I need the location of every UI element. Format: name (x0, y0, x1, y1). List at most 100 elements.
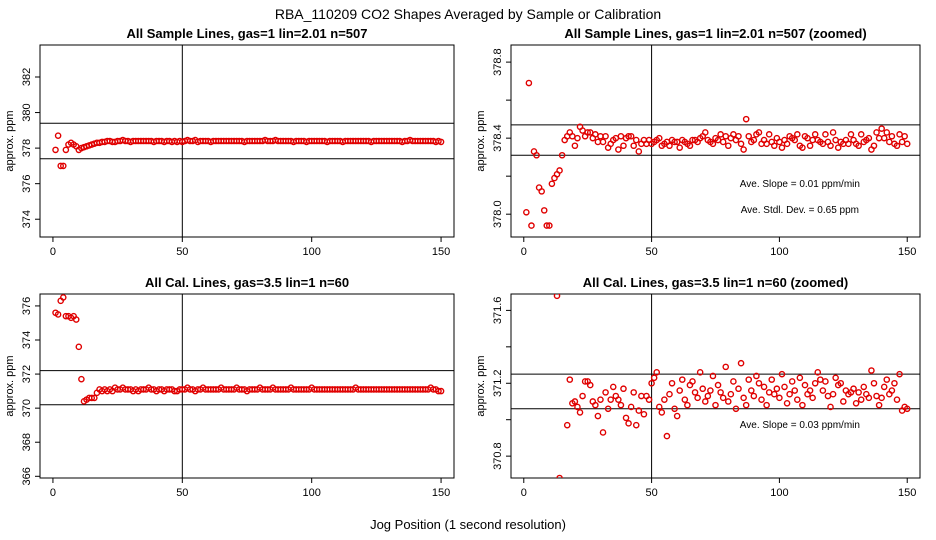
data-point (59, 162, 67, 170)
data-point (635, 148, 643, 155)
data-point (786, 390, 793, 398)
data-point (827, 142, 834, 150)
data-point (822, 131, 829, 138)
data-point (663, 432, 671, 440)
data-point (671, 405, 678, 413)
data-point (599, 138, 607, 146)
data-point (648, 379, 655, 387)
data-point (615, 396, 622, 403)
data-point (556, 167, 563, 174)
data-point (671, 138, 678, 146)
data-point (538, 188, 545, 195)
data-point (602, 389, 609, 396)
x-tick-label: 0 (50, 487, 56, 499)
data-point (632, 421, 640, 429)
x-tick-label: 150 (898, 487, 916, 499)
data-point (625, 420, 632, 427)
data-point (525, 79, 533, 87)
data-point (730, 378, 737, 385)
data-point (855, 142, 862, 150)
data-point (888, 132, 896, 140)
data-point (563, 421, 571, 429)
data-point (689, 378, 696, 385)
data-point (778, 370, 786, 378)
data-point (594, 412, 602, 420)
data-point (855, 389, 862, 396)
data-point (57, 162, 65, 170)
data-point (788, 378, 796, 385)
data-point (806, 142, 814, 150)
data-point (791, 387, 799, 394)
data-point (719, 138, 727, 146)
data-point (847, 131, 855, 138)
data-point (586, 381, 594, 389)
y-tick-label: 378.8 (492, 48, 504, 76)
data-point (681, 396, 689, 403)
data-point (435, 387, 442, 395)
panel-3: All Cal. Lines, gas=3.5 lin=1 n=60 approx… (4, 275, 455, 499)
y-tick-label: 376 (21, 297, 33, 315)
data-point (742, 115, 750, 123)
data-point (875, 401, 883, 409)
y-tick-label: 370.8 (492, 442, 504, 470)
x-tick-label: 150 (432, 487, 450, 499)
data-point (546, 222, 553, 229)
x-tick-label: 150 (898, 246, 916, 258)
data-point (811, 131, 819, 138)
data-point (553, 294, 561, 300)
data-point (799, 144, 806, 151)
data-point (712, 401, 719, 409)
data-point (620, 385, 627, 393)
data-point (714, 381, 722, 389)
data-point (566, 376, 574, 383)
data-point (873, 129, 880, 136)
data-point (737, 140, 745, 148)
data-point (528, 222, 535, 229)
x-tick-label: 0 (521, 487, 527, 499)
data-point (735, 385, 742, 393)
data-point (753, 372, 760, 380)
data-point (768, 376, 776, 383)
data-point (735, 132, 742, 140)
data-point (773, 385, 781, 393)
data-point (632, 136, 640, 144)
y-tick-label: 368 (21, 433, 33, 451)
data-point (709, 140, 717, 148)
data-point (54, 311, 62, 318)
data-point (837, 379, 845, 387)
data-point (59, 294, 67, 301)
panel-title: All Sample Lines, gas=1 lin=2.01 n=507 (127, 26, 368, 41)
data-point (776, 394, 783, 402)
data-point (684, 401, 691, 409)
y-tick-label: 371.2 (492, 370, 504, 398)
data-point (620, 142, 627, 150)
data-point (829, 390, 837, 398)
y-tick-label: 378 (21, 139, 33, 157)
chart-panels: All Sample Lines, gas=1 lin=2.01 n=507 ap… (4, 26, 921, 499)
data-point (592, 401, 599, 409)
data-point (676, 144, 684, 151)
data-point (576, 409, 584, 416)
x-tick-label: 100 (303, 246, 321, 258)
data-point (870, 379, 878, 387)
data-point (865, 394, 873, 402)
y-tick-label: 366 (21, 467, 33, 485)
data-point (666, 390, 673, 398)
data-point (686, 142, 694, 150)
data-point (604, 405, 612, 413)
data-point (740, 394, 747, 402)
data-point (617, 401, 625, 409)
data-point (584, 129, 591, 136)
y-tick-label: 382 (21, 68, 33, 86)
x-tick-label: 150 (432, 246, 450, 258)
data-point (574, 403, 581, 411)
data-point (571, 142, 579, 150)
data-point (857, 396, 865, 403)
data-point (845, 140, 852, 148)
data-point (794, 396, 801, 403)
data-point (893, 396, 901, 403)
data-point (724, 142, 732, 150)
data-point (865, 134, 873, 142)
data-point (783, 400, 791, 407)
y-tick-label: 374 (21, 331, 33, 349)
